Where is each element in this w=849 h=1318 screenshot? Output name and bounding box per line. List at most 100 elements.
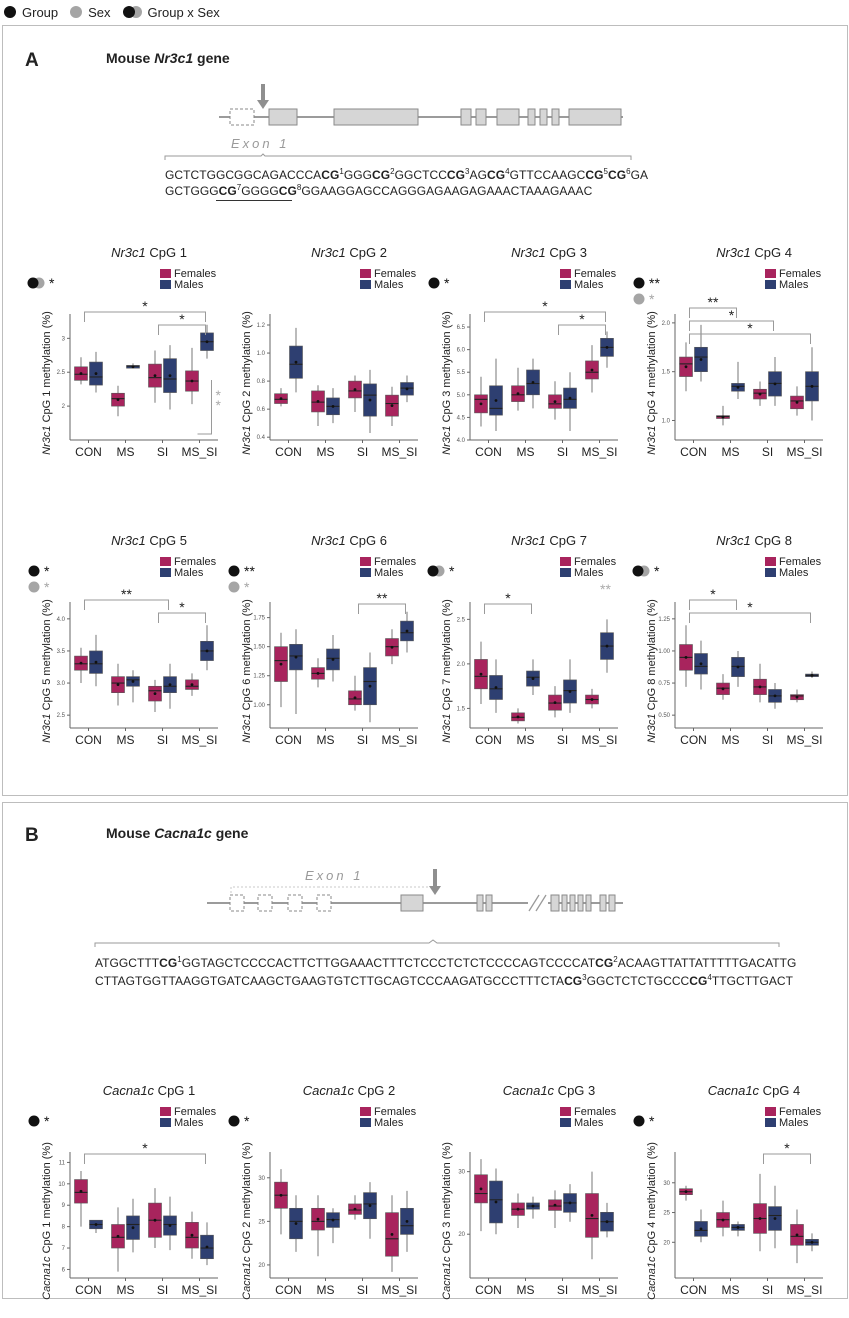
x-tick-label: SI [157,1283,168,1297]
svg-text:*: * [710,586,716,602]
female-box-ms [111,385,125,417]
significance-bracket: * [689,586,737,610]
x-tick-label: MS_SI [786,1283,822,1297]
significance-bracket: * [84,298,206,322]
female-box-ms [716,674,730,700]
male-box-ms [731,650,745,687]
sex-dot-icon [70,6,83,18]
seq-underline [216,200,292,201]
y-tick-label: 1.5 [662,370,671,376]
sex-significance: ** [600,581,611,597]
panel-b-letter: B [25,825,39,846]
male-box-ms_si [200,625,214,671]
effect-significance: ** [649,275,660,291]
females-swatch [765,1107,776,1116]
male-box-ms [326,1208,340,1244]
plot-title: Nr3c1 CpG 2 [311,245,387,260]
male-box-ms_si [400,611,414,653]
male-box-ms [526,1196,540,1219]
female-box-con [274,632,288,708]
male-box-si [363,369,377,433]
female-box-ms [311,385,325,426]
female-box-ms_si [790,1209,804,1264]
y-tick-label: 3 [62,336,66,342]
y-tick-label: 6.5 [457,325,466,331]
male-box-si [563,372,577,431]
y-tick-label: 1.5 [457,706,466,712]
y-tick-label: 1.0 [662,418,671,424]
y-tick-label: 1.00 [253,703,265,709]
female-box-ms_si [185,347,199,405]
legend-label: Males [574,1117,604,1129]
panel-b-exon-label: Exon 1 [305,868,364,883]
svg-text:*: * [505,590,511,606]
y-tick-label: 2 [62,404,66,410]
nr3c1-cpg2-boxplot: Nr3c1 CpG 6***FemalesMales1.001.251.501.… [228,533,418,747]
y-axis-label: Nr3c1 CpG 7 methylation (%) [441,599,453,743]
male-box-si [768,683,782,709]
male-box-si [163,663,177,709]
y-axis-label: Cacna1c CpG 2 methylation (%) [241,1142,253,1300]
plot-title: Nr3c1 CpG 8 [716,533,792,548]
effect-significance: * [44,579,50,595]
nr3c1-seq-line2: GCTGGGCG7GGGGCG8GGAAGGAGCCAGGGAGAAGAGAAA… [165,183,593,199]
x-tick-label: MS [722,733,740,747]
y-tick-label: 1.25 [253,674,265,680]
male-box-con [89,634,103,687]
plot-title: Nr3c1 CpG 5 [111,533,187,548]
y-tick-label: 0.6 [257,407,266,413]
svg-text:**: ** [121,586,132,602]
x-tick-label: MS [317,445,335,459]
y-tick-label: 1.00 [658,649,670,655]
x-tick-label: SI [357,733,368,747]
y-tick-label: 4.0 [457,438,466,444]
panel-a: A Mouse Nr3c1 gene Exon 1 GCTCTGGCGGCAGA… [2,25,848,796]
male-box-ms [126,1198,140,1253]
plot-title: Nr3c1 CpG 3 [511,245,587,260]
x-tick-label: MS [517,445,535,459]
y-axis-label: Nr3c1 CpG 2 methylation (%) [241,311,253,455]
legend-label: Males [174,567,204,579]
x-tick-label: MS [317,733,335,747]
females-swatch [360,557,371,566]
legend-label: Males [174,279,204,291]
female-box-ms_si [385,629,399,665]
y-tick-label: 1.75 [253,616,265,622]
y-axis-label: Cacna1c CpG 3 methylation (%) [441,1142,453,1300]
x-tick-label: MS_SI [381,445,417,459]
female-box-con [274,1169,288,1235]
x-tick-label: MS [517,733,535,747]
female-box-ms_si [185,673,199,696]
legend-label: Females [779,1106,822,1118]
x-tick-label: CON [275,1283,302,1297]
female-box-ms [311,658,325,688]
y-tick-label: 10 [58,1182,65,1188]
male-box-ms_si [805,347,819,421]
x-tick-label: MS [517,1283,535,1297]
female-box-con [679,625,693,687]
effect-significance: * [244,1113,250,1129]
females-swatch [160,1107,171,1116]
panel-a-title: Mouse Nr3c1 gene [106,50,230,66]
y-tick-label: 3.0 [57,681,66,687]
significance-bracket: * [689,599,811,623]
panel-b: B Mouse Cacna1c gene Exon 1 ATGGCTTTCG1G… [2,802,848,1299]
y-axis-label: Nr3c1 CpG 3 methylation (%) [441,311,453,455]
y-tick-label: 0.50 [658,713,670,719]
male-box-si [563,1184,577,1222]
effect-significance: * [44,563,50,579]
legend-label: Females [574,1106,617,1118]
effect-significance: * [649,1113,655,1129]
female-box-con [474,641,488,704]
male-box-ms_si [600,331,614,368]
female-box-con [74,357,88,385]
effect-significance: * [654,563,660,579]
males-swatch [560,1118,571,1127]
male-box-ms_si [200,324,214,359]
x-tick-label: MS_SI [181,733,217,747]
female-box-ms [511,708,525,724]
svg-text:*: * [542,298,548,314]
significance-bracket: * [689,307,774,331]
